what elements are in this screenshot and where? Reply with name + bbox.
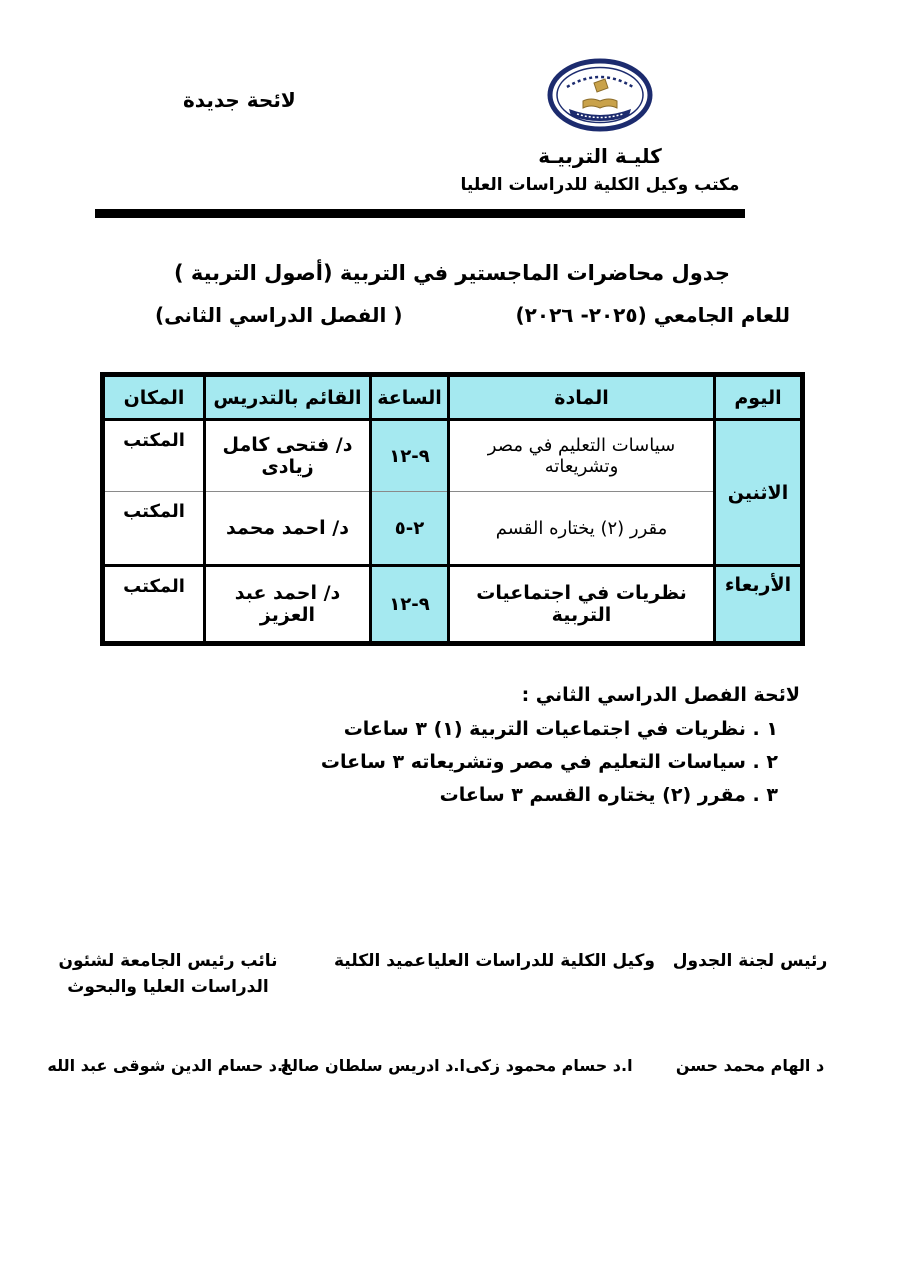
header-day: اليوم <box>713 373 804 421</box>
header-divider <box>95 209 745 218</box>
office-name: مكتب وكيل الكلية للدراسات العليا <box>460 175 740 195</box>
signature-name: د الهام محمد حسن <box>675 1056 825 1075</box>
place-cell: المكتب <box>101 418 206 492</box>
list-item: ٢ . سياسات التعليم في مصر وتشريعاته ٣ سا… <box>320 751 778 773</box>
table-row: الاثنين سياسات التعليم في مصر وتشريعاته … <box>101 418 804 566</box>
header-subject: المادة <box>447 373 716 421</box>
signature-title: وكيل الكلية للدراسات العليا <box>427 951 655 971</box>
signature-name: ا.د ادريس سلطان صالح <box>280 1056 465 1075</box>
hour-cell: ٢-٥ <box>369 491 450 567</box>
list-item: ٣ . مقرر (٢) يختاره القسم ٣ ساعات <box>439 784 778 806</box>
signature-name: ا.د حسام الدين شوقى عبد الله <box>47 1056 289 1075</box>
signature-name: ا.د حسام محمود زكى <box>465 1056 633 1075</box>
new-regulation-note: لائحة جديدة <box>183 88 296 112</box>
signature-block-university-vice-president: نائب رئيس الجامعة لشئون الدراسات العليا … <box>42 948 294 1108</box>
signature-title: نائب رئيس الجامعة لشئون الدراسات العليا … <box>58 951 278 997</box>
signature-block-dean: عميد الكلية ا.د ادريس سلطان صالح <box>280 948 465 1108</box>
signature-block-schedule-committee-head: رئيس لجنة الجدول د الهام محمد حسن <box>640 948 860 1108</box>
list-item: ١ . نظريات في اجتماعيات التربية (١) ٣ سا… <box>343 718 778 740</box>
header-place: المكان <box>101 373 206 421</box>
day-cell: الأربعاء <box>713 564 804 645</box>
semester-label: ( الفصل الدراسي الثانى) <box>155 303 403 327</box>
instructor-cell: د/ احمد محمد <box>203 491 372 567</box>
subject-cell: سياسات التعليم في مصر وتشريعاته <box>447 418 716 492</box>
schedule-table: اليوم المادة الساعة القائم بالتدريس المك… <box>100 372 805 646</box>
schedule-subtitle: للعام الجامعي (٢٠٢٥- ٢٠٢٦) ( الفصل الدرا… <box>155 303 790 327</box>
signature-title: رئيس لجنة الجدول <box>672 951 828 971</box>
faculty-logo-icon <box>547 58 653 132</box>
hour-cell: ٩-١٢ <box>369 418 450 492</box>
header-hour: الساعة <box>369 373 450 421</box>
subject-cell: نظريات في اجتماعيات التربية <box>447 564 716 645</box>
schedule-title: جدول محاضرات الماجستير في التربية (أصول … <box>173 261 731 285</box>
day-cell: الاثنين <box>713 418 804 566</box>
faculty-name: كليـة التربيـة <box>538 144 662 168</box>
semester-regulations-list: لائحة الفصل الدراسي الثاني : ١ . نظريات … <box>321 684 800 817</box>
letterhead: كليـة التربيـة مكتب وكيل الكلية للدراسات… <box>440 58 760 195</box>
regulations-heading: لائحة الفصل الدراسي الثاني : <box>521 684 800 706</box>
hour-cell: ٩-١٢ <box>369 564 450 645</box>
academic-year-label: للعام الجامعي (٢٠٢٥- ٢٠٢٦) <box>515 303 790 327</box>
place-cell: المكتب <box>101 564 206 645</box>
instructor-cell: د/ احمد عبد العزيز <box>203 564 372 645</box>
signature-block-vice-dean-graduate-studies: وكيل الكلية للدراسات العليا ا.د حسام محم… <box>427 948 655 1108</box>
table-header-row: اليوم المادة الساعة القائم بالتدريس المك… <box>101 373 804 421</box>
header-instructor: القائم بالتدريس <box>203 373 372 421</box>
table-row: مقرر (٢) يختاره القسم ٢-٥ د/ احمد محمد ا… <box>101 491 803 567</box>
subject-cell: مقرر (٢) يختاره القسم <box>447 491 716 567</box>
place-cell: المكتب <box>101 491 206 567</box>
signature-title: عميد الكلية <box>334 951 426 971</box>
table-row: الأربعاء نظريات في اجتماعيات التربية ٩-١… <box>101 564 804 645</box>
instructor-cell: د/ فتحى كامل زيادى <box>203 418 372 492</box>
